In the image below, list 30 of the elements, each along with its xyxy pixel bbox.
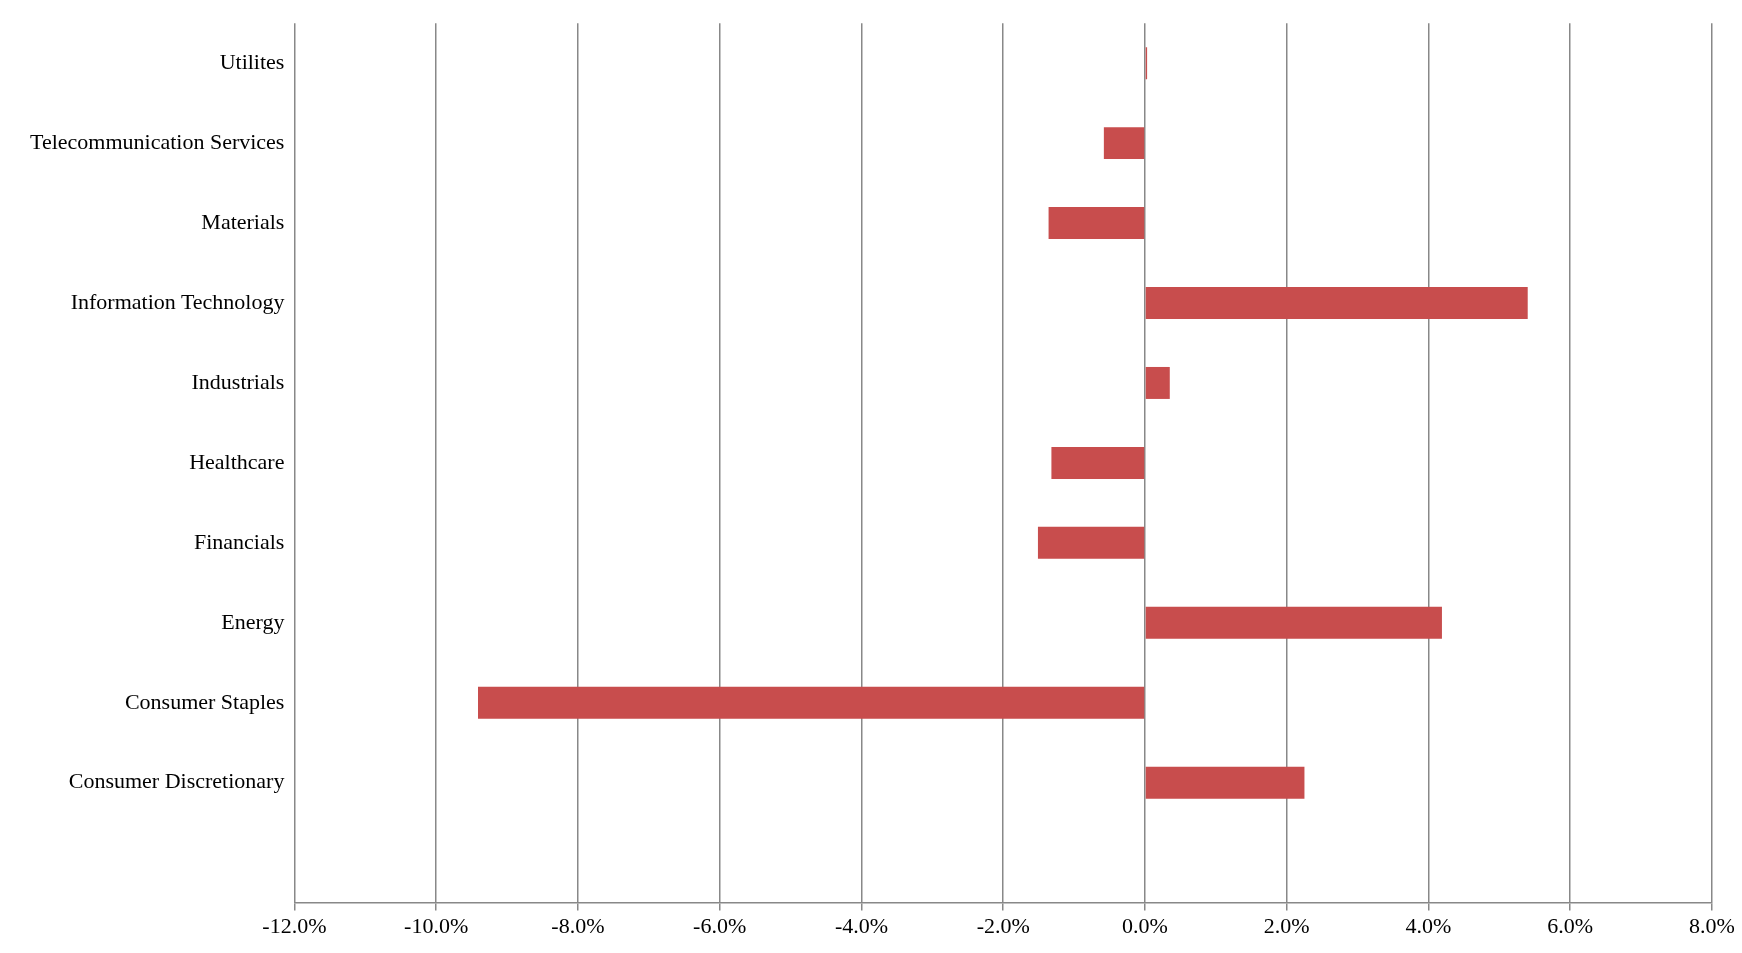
y-tick-label: Healthcare <box>189 448 285 474</box>
x-tick-label: -4.0% <box>834 912 889 938</box>
x-tick-label: -12.0% <box>262 912 327 938</box>
y-tick-label: Industrials <box>191 368 285 394</box>
y-tick-label: Utilites <box>219 48 285 74</box>
y-tick-label: Consumer Staples <box>124 688 285 714</box>
bar <box>1051 446 1145 479</box>
bar <box>1145 766 1305 799</box>
bar <box>1048 207 1145 240</box>
x-tick-label: -10.0% <box>404 912 469 938</box>
bar <box>478 686 1145 719</box>
x-tick-label: -2.0% <box>976 912 1030 938</box>
x-tick-label: 6.0% <box>1547 912 1594 938</box>
y-tick-label: Consumer Discretionary <box>68 768 285 794</box>
x-tick-label: 0.0% <box>1122 912 1168 938</box>
y-tick-label: Information Technology <box>70 288 285 314</box>
bar <box>1145 287 1528 319</box>
x-tick-label: -8.0% <box>551 912 605 938</box>
x-tick-label: 4.0% <box>1405 912 1452 938</box>
y-tick-label: Materials <box>201 208 285 234</box>
y-tick-label: Financials <box>193 528 285 554</box>
y-tick-label: Energy <box>221 608 285 634</box>
bar <box>1037 526 1145 559</box>
bar <box>1145 366 1170 399</box>
y-tick-label: Telecommunication Services <box>29 128 285 154</box>
bar <box>1103 127 1145 160</box>
x-tick-label: 8.0% <box>1689 912 1735 938</box>
x-tick-label: -6.0% <box>693 912 747 938</box>
x-tick-label: 2.0% <box>1263 912 1310 938</box>
bar <box>1145 606 1442 639</box>
